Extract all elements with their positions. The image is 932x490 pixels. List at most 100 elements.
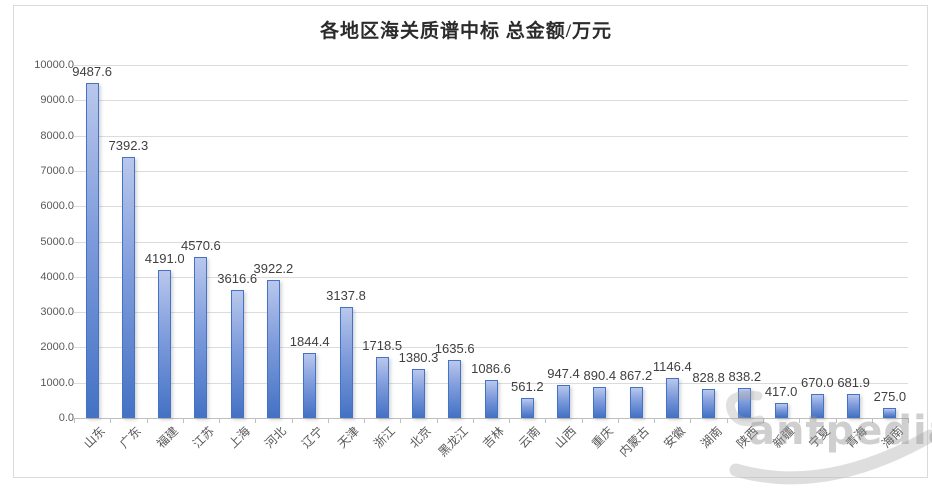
x-axis-tick-mark <box>400 418 402 423</box>
x-axis-tick-mark <box>581 418 583 423</box>
bar <box>557 384 570 418</box>
x-axis-tick-mark <box>74 418 75 423</box>
bar <box>520 398 534 418</box>
bar-value-label: 1844.4 <box>289 333 330 349</box>
gridline <box>74 276 908 278</box>
x-axis-tick-mark <box>726 418 728 423</box>
bar-value-label: 275.0 <box>873 389 907 405</box>
x-axis-tick-mark <box>654 418 656 423</box>
gridline <box>74 135 908 137</box>
bar-value-label: 7392.3 <box>108 138 149 154</box>
y-axis-tick-label: 1000.0 <box>40 376 74 389</box>
bar <box>339 307 353 418</box>
x-axis-tick-mark <box>835 418 837 423</box>
x-axis-category-label: 北京 <box>407 424 435 451</box>
bar-value-label: 1635.6 <box>434 341 475 357</box>
x-axis-category-label: 浙江 <box>371 424 399 451</box>
x-axis-tick-mark <box>908 418 909 423</box>
x-axis-category-label: 山东 <box>81 424 109 451</box>
x-axis-tick-mark <box>871 418 873 423</box>
bar-value-label: 681.9 <box>837 374 870 390</box>
x-axis-tick-mark <box>327 418 329 423</box>
bar <box>665 377 679 418</box>
x-axis-category-label: 海南 <box>878 424 906 451</box>
x-axis-category-label: 宁夏 <box>806 424 834 451</box>
x-axis-category-label: 福建 <box>153 424 181 451</box>
x-axis-category-label: 安徽 <box>661 424 689 451</box>
gridline <box>74 65 908 66</box>
x-axis-tick-mark <box>617 418 619 423</box>
gridline <box>74 100 908 102</box>
x-axis-tick-mark <box>509 418 511 423</box>
x-axis-category-label: 云南 <box>516 424 544 451</box>
x-axis-tick-mark <box>799 418 801 423</box>
y-axis-tick-label: 9000.0 <box>40 94 74 107</box>
bar <box>375 357 389 418</box>
y-axis-tick-label: 5000.0 <box>40 235 74 248</box>
bar-value-label: 947.4 <box>547 365 580 381</box>
bar <box>266 279 280 418</box>
bar-value-label: 1718.5 <box>362 338 403 354</box>
x-axis-category-label: 青海 <box>842 424 870 451</box>
gridline <box>74 347 908 349</box>
bar <box>230 290 244 418</box>
bar-value-label: 4191.0 <box>144 251 185 267</box>
x-axis-tick-mark <box>364 418 366 423</box>
gridline <box>74 241 908 243</box>
x-axis-tick-mark <box>146 418 148 423</box>
x-axis-tick-mark <box>690 418 692 423</box>
gridline <box>74 170 908 172</box>
bar-value-label: 890.4 <box>583 367 617 383</box>
chart-title: 各地区海关质谱中标 总金额/万元 <box>319 21 613 42</box>
bar-value-label: 3922.2 <box>253 260 294 276</box>
x-axis-tick-mark <box>255 418 257 423</box>
x-axis-tick-mark <box>219 418 220 423</box>
y-axis-tick-label: 0.0 <box>58 412 74 424</box>
x-axis-tick-mark <box>472 418 474 423</box>
x-axis-tick-mark <box>110 418 112 423</box>
bar-value-label: 9487.6 <box>72 64 112 80</box>
x-axis-category-label: 重庆 <box>588 424 616 451</box>
x-axis-category-label: 广东 <box>117 424 145 451</box>
bar <box>412 369 425 418</box>
bar <box>85 83 99 418</box>
x-axis-line <box>74 418 908 419</box>
gridline <box>74 312 908 314</box>
bar-value-label: 3616.6 <box>217 271 258 287</box>
x-axis-category-label: 辽宁 <box>298 424 326 451</box>
x-axis-category-label: 黑龙江 <box>435 424 471 460</box>
x-axis-tick-mark <box>291 418 293 423</box>
x-axis-category-label: 天津 <box>335 424 362 451</box>
x-axis-category-label: 江苏 <box>189 424 217 451</box>
bar <box>484 379 498 418</box>
x-axis-category-label: 河北 <box>262 424 290 451</box>
bar <box>883 408 897 418</box>
bar <box>158 270 172 418</box>
bar <box>593 386 607 418</box>
bar <box>194 256 208 418</box>
y-axis-tick-label: 6000.0 <box>40 200 74 213</box>
x-axis-category-label: 新疆 <box>770 424 798 451</box>
bar-value-label: 828.8 <box>692 369 725 385</box>
bar-value-label: 867.2 <box>619 368 653 384</box>
bar <box>738 388 752 418</box>
bar <box>847 393 861 418</box>
x-axis-category-label: 陕西 <box>733 424 761 451</box>
x-axis-tick-mark <box>436 418 438 423</box>
x-axis-category-label: 内蒙古 <box>616 424 652 460</box>
x-axis-category-label: 上海 <box>226 424 254 451</box>
bar-value-label: 838.2 <box>728 369 762 385</box>
bar-value-label: 1380.3 <box>398 350 439 366</box>
gridline <box>74 206 908 208</box>
x-axis-tick-mark <box>182 418 184 423</box>
bar-value-label: 561.2 <box>511 379 544 395</box>
bar-value-label: 4570.6 <box>181 237 221 253</box>
bar <box>774 403 788 418</box>
y-axis-tick-label: 2000.0 <box>40 341 74 354</box>
bar-value-label: 417.0 <box>764 384 798 400</box>
y-axis-tick-label: 7000.0 <box>40 164 74 177</box>
x-axis-category-label: 山西 <box>552 424 580 451</box>
x-axis-category-label: 湖南 <box>697 424 725 451</box>
